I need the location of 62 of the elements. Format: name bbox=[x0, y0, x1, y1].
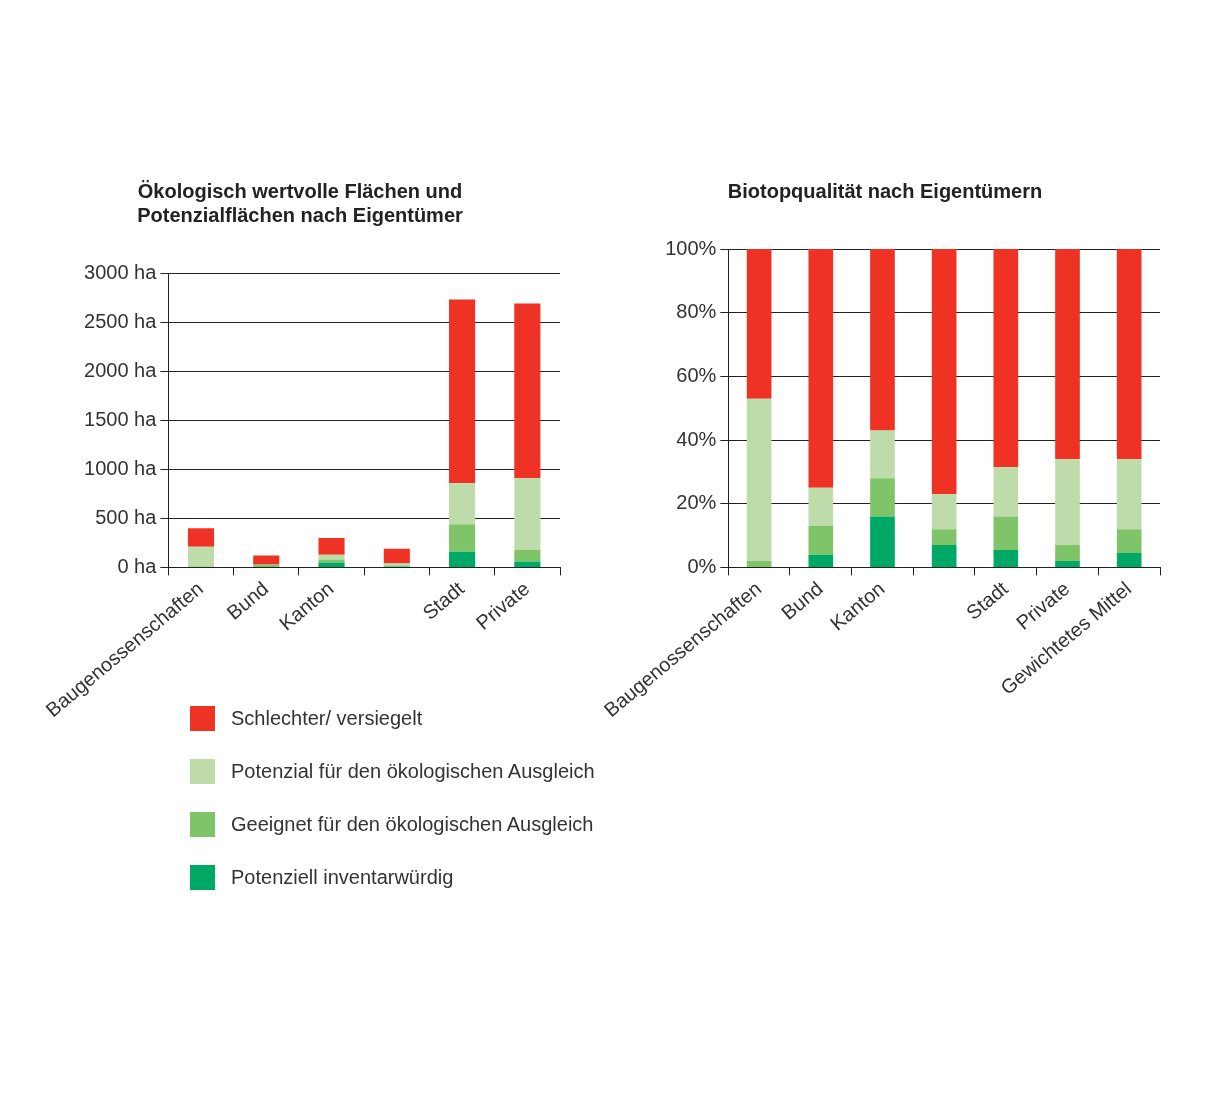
bar bbox=[187, 546, 215, 567]
bar bbox=[1116, 459, 1142, 530]
bar bbox=[514, 303, 541, 479]
y-tick-label: 1000 ha bbox=[84, 456, 158, 479]
y-tick-label: 40% bbox=[676, 427, 717, 450]
legend-label: Schlechter/ versiegelt bbox=[231, 707, 423, 730]
bar bbox=[870, 430, 895, 479]
y-tick-label: 80% bbox=[676, 300, 717, 323]
bar bbox=[318, 554, 345, 560]
bar bbox=[318, 562, 345, 567]
legend-label: Potenzial für den ökologischen Ausgleich bbox=[231, 760, 595, 783]
y-tick-label: 3000 ha bbox=[84, 260, 158, 283]
y-tick-label: 2000 ha bbox=[84, 358, 158, 381]
bar bbox=[931, 529, 957, 546]
bar bbox=[449, 483, 476, 525]
bar bbox=[993, 249, 1019, 468]
bar bbox=[808, 554, 834, 567]
bar bbox=[1116, 249, 1142, 460]
bar bbox=[870, 478, 895, 517]
bar bbox=[1055, 249, 1080, 460]
bar bbox=[383, 548, 410, 564]
bar bbox=[746, 249, 772, 399]
bar bbox=[1116, 529, 1142, 554]
bar bbox=[808, 249, 834, 488]
y-tick-label: 20% bbox=[676, 491, 717, 514]
chart-title: Biotopqualität nach Eigentümern bbox=[727, 179, 1043, 202]
bar bbox=[993, 516, 1019, 550]
bar bbox=[870, 249, 895, 431]
y-tick-label: 100% bbox=[665, 236, 717, 259]
bar bbox=[514, 549, 541, 562]
bar bbox=[253, 564, 280, 567]
bar bbox=[746, 398, 772, 562]
bar bbox=[1055, 561, 1080, 567]
bar bbox=[449, 299, 476, 483]
bar bbox=[746, 561, 772, 567]
y-tick-label: 1500 ha bbox=[84, 407, 158, 430]
bar bbox=[931, 545, 957, 567]
y-tick-label: 0 ha bbox=[117, 554, 158, 577]
legend-label: Potenziell inventarwürdig bbox=[231, 866, 454, 889]
bar bbox=[514, 561, 541, 567]
bar bbox=[1055, 459, 1080, 546]
y-tick-label: 0% bbox=[687, 554, 717, 577]
bar bbox=[993, 549, 1019, 567]
bar bbox=[993, 467, 1019, 517]
bar bbox=[514, 478, 541, 550]
bar bbox=[253, 555, 280, 565]
bar bbox=[1116, 553, 1142, 567]
bar bbox=[187, 528, 215, 547]
y-tick-label: 500 ha bbox=[95, 505, 158, 528]
bar bbox=[870, 516, 895, 567]
bar bbox=[931, 494, 957, 530]
bar bbox=[808, 487, 834, 526]
bar bbox=[1055, 545, 1080, 562]
y-tick-label: 2500 ha bbox=[84, 309, 158, 332]
y-tick-label: 60% bbox=[676, 363, 717, 386]
bar bbox=[449, 524, 476, 552]
bar bbox=[808, 526, 834, 555]
bar bbox=[318, 537, 345, 555]
legend-label: Geeignet für den ökologischen Ausgleich bbox=[231, 813, 594, 836]
bar bbox=[931, 249, 957, 495]
chart-title: Ökologisch wertvolle Flächen und Potenzialflächen nach Eigentümer bbox=[137, 179, 464, 226]
bar bbox=[449, 551, 476, 567]
